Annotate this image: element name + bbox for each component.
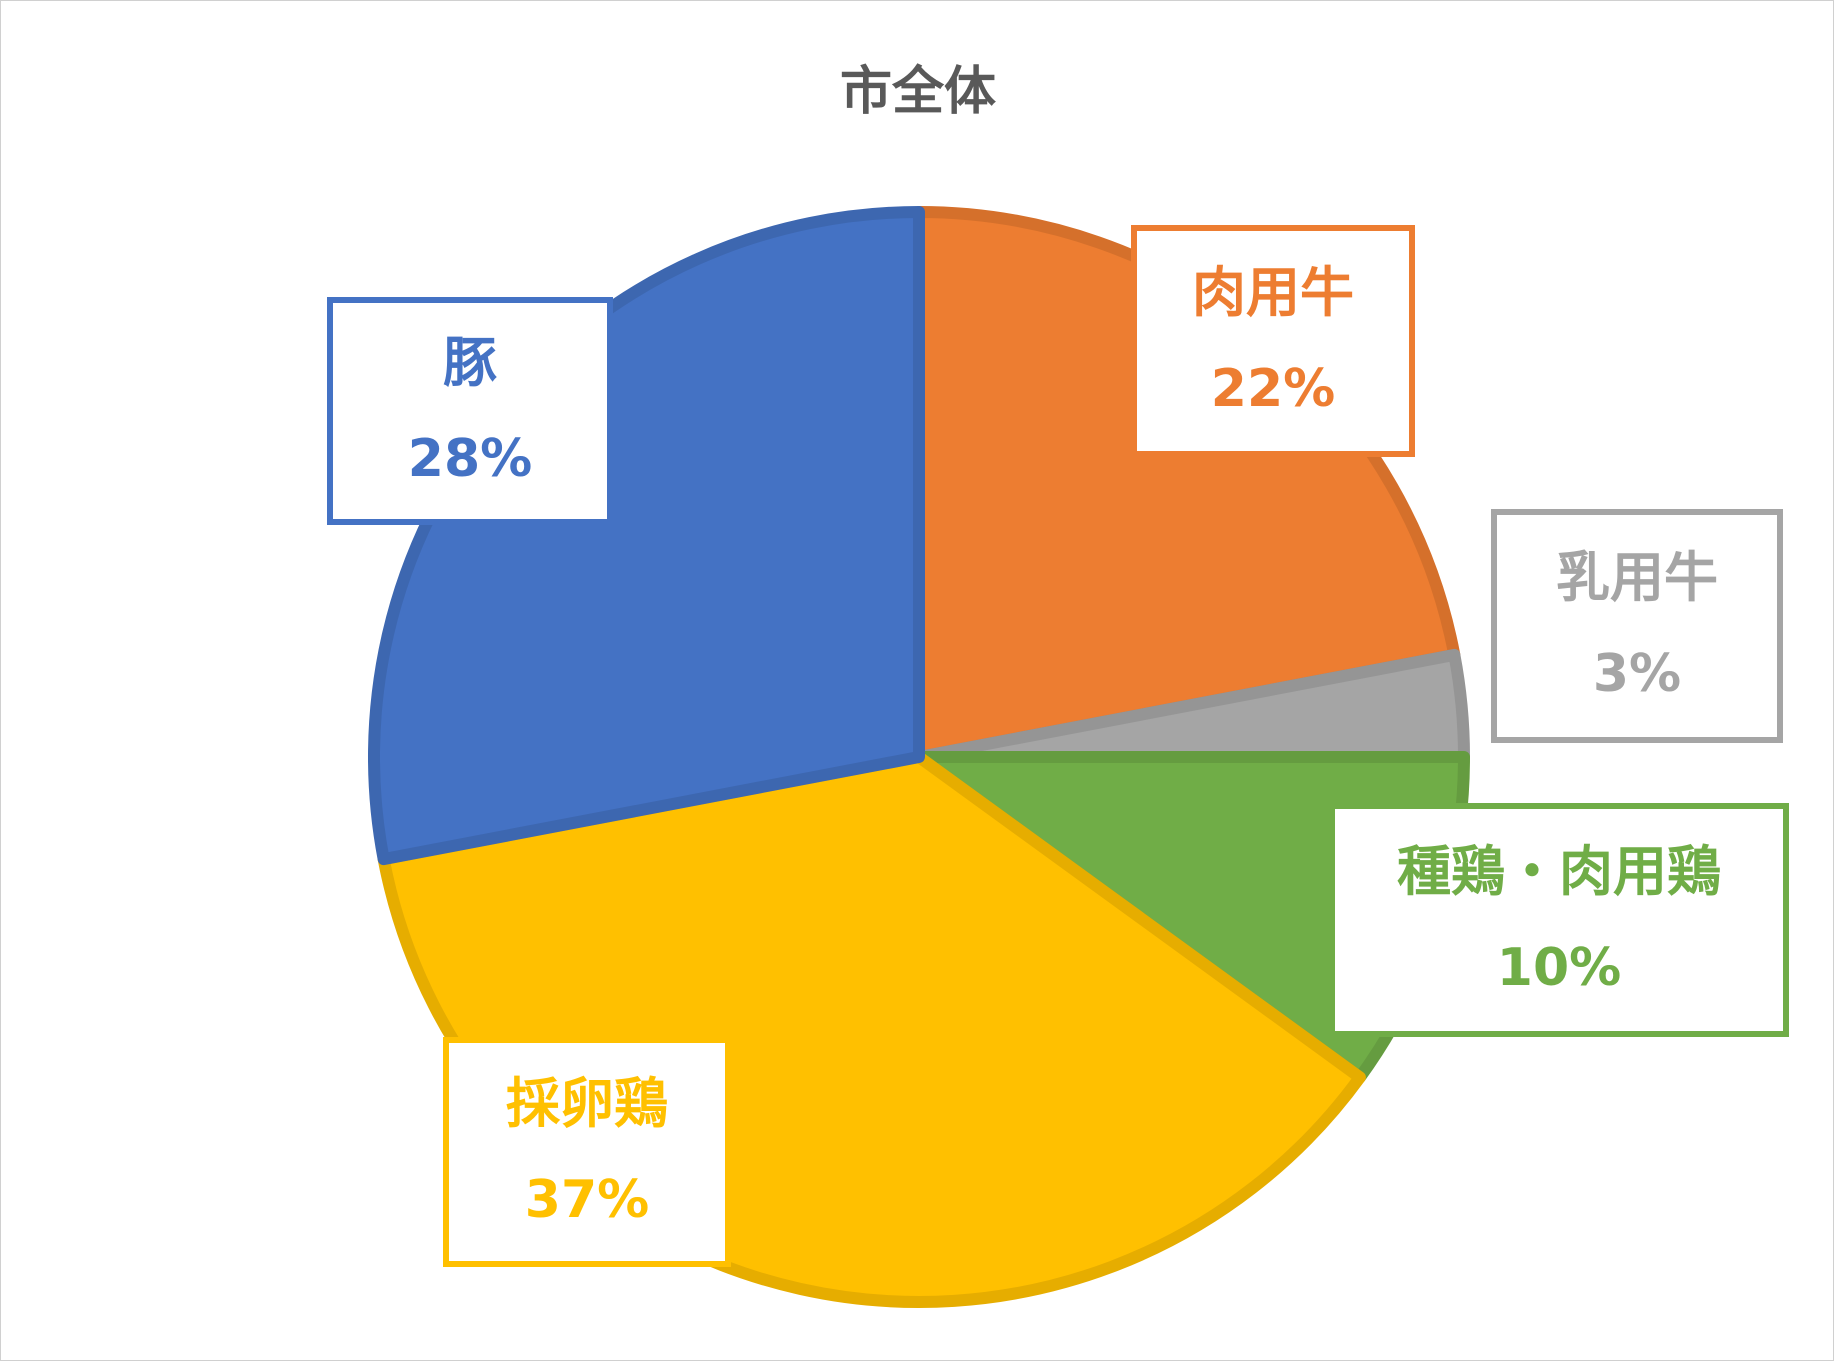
label-name-beef-cattle: 肉用牛 [1192, 261, 1354, 325]
label-percent-beef-cattle: 22% [1210, 359, 1336, 420]
label-percent-layer-hens: 37% [524, 1170, 650, 1231]
chart-title: 市全体 [839, 62, 996, 122]
label-name-layer-hens: 採卵鶏 [506, 1072, 668, 1136]
label-box-dairy-cattle: 乳用牛 3% [1491, 509, 1783, 743]
label-name-pigs: 豚 [443, 331, 497, 395]
label-name-breeder-broiler: 種鶏・肉用鶏 [1397, 840, 1721, 904]
label-box-layer-hens: 採卵鶏 37% [443, 1037, 731, 1267]
label-name-dairy-cattle: 乳用牛 [1556, 546, 1718, 610]
label-percent-dairy-cattle: 3% [1592, 644, 1682, 705]
label-box-beef-cattle: 肉用牛 22% [1131, 225, 1415, 457]
label-box-pigs: 豚 28% [327, 297, 613, 525]
label-percent-pigs: 28% [407, 429, 533, 490]
label-percent-breeder-broiler: 10% [1496, 938, 1622, 999]
label-box-breeder-broiler: 種鶏・肉用鶏 10% [1329, 803, 1789, 1037]
